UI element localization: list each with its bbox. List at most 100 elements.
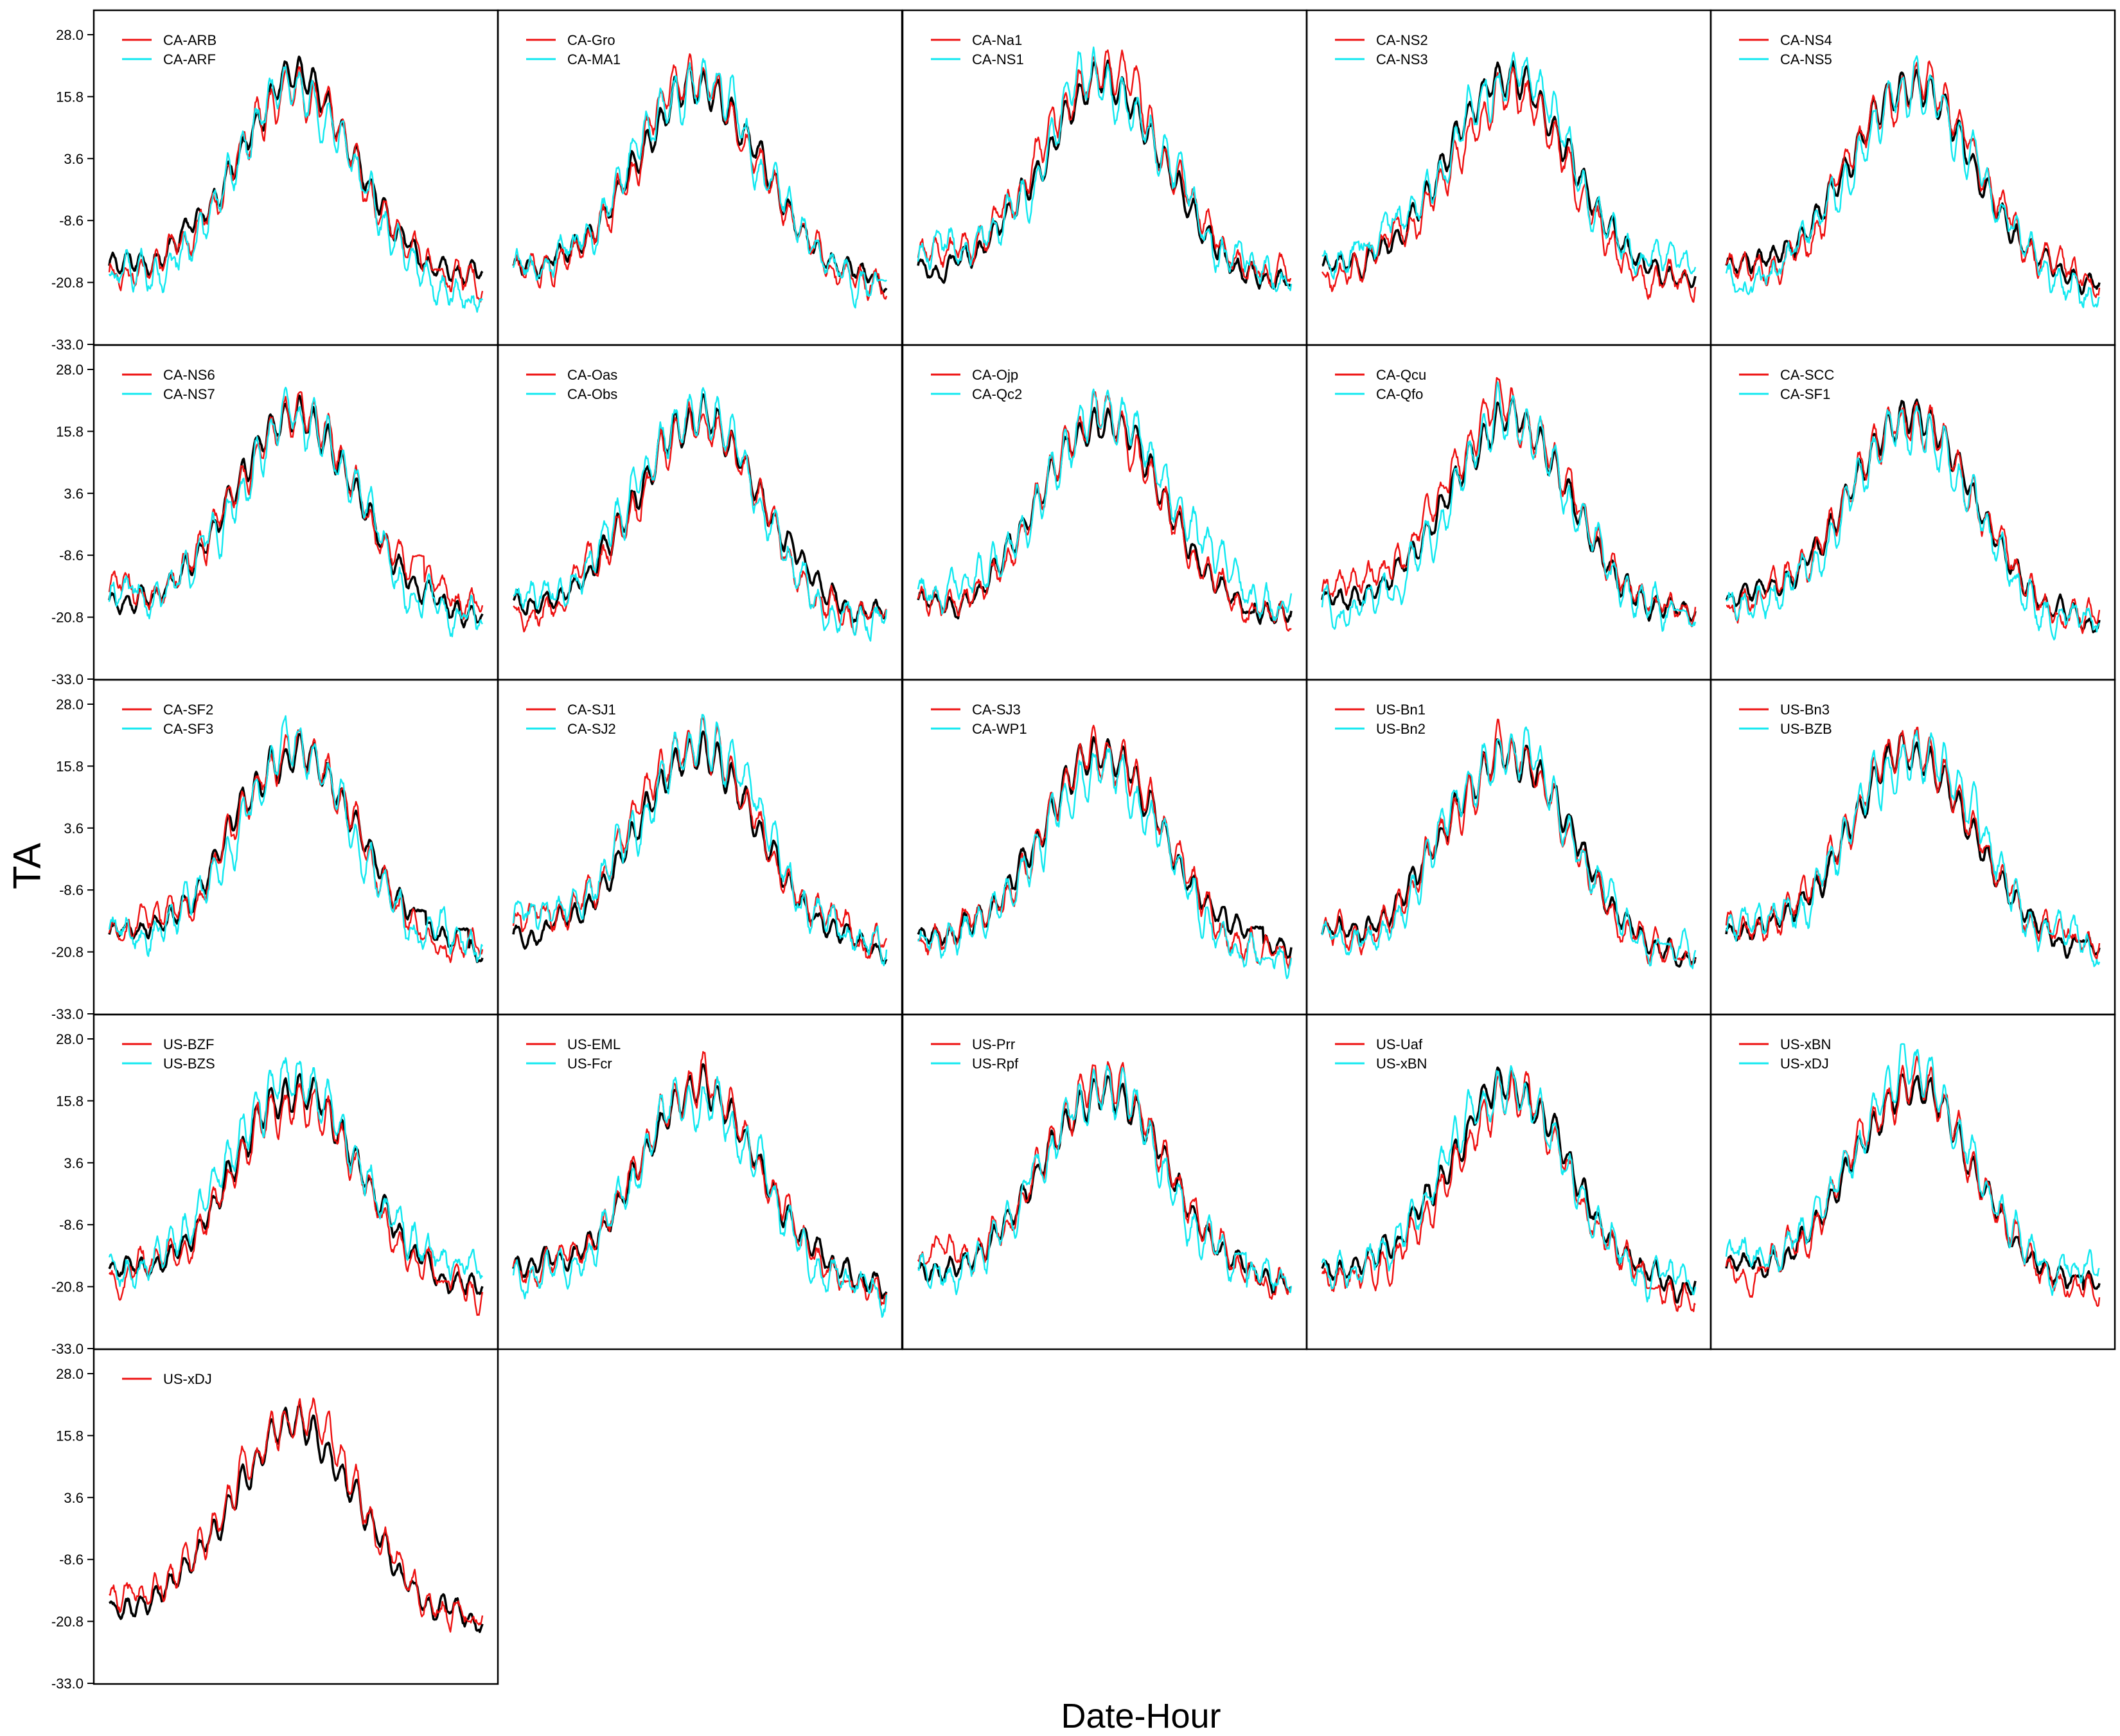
series-1-line	[109, 1083, 484, 1316]
series-1-line	[917, 1061, 1292, 1300]
reference-series-line	[512, 730, 888, 965]
reference-series-line	[108, 732, 484, 964]
panel-frame	[901, 1013, 1308, 1351]
legend-label: CA-SJ1	[567, 702, 616, 718]
reference-series-line	[917, 59, 1292, 290]
panel-15: US-Bn3 US-BZB	[1709, 678, 2116, 1016]
series-2-line	[108, 66, 483, 313]
legend-label: CA-ARF	[163, 51, 216, 67]
panel-12: CA-SJ1 CA-SJ2	[497, 678, 903, 1016]
panel-18: US-Prr US-Rpf	[901, 1013, 1308, 1351]
panel-2: CA-Gro CA-MA1	[497, 9, 903, 346]
series-2-line	[108, 386, 484, 637]
panel-14: US-Bn1 US-Bn2	[1305, 678, 1712, 1016]
legend-label: US-xBN	[1376, 1056, 1427, 1072]
legend-label: CA-NS4	[1780, 32, 1832, 48]
y-tick-label: 28.0	[56, 1031, 84, 1047]
series-2-line	[512, 1076, 888, 1318]
y-tick-label: 3.6	[64, 820, 84, 837]
y-tick-label: -8.6	[59, 213, 84, 229]
panel-frame	[1709, 344, 2116, 681]
series-1-line	[512, 1050, 888, 1306]
series-1-line	[108, 66, 484, 303]
y-tick-label: 3.6	[64, 1490, 84, 1506]
y-tick-label: -33.0	[51, 1341, 84, 1357]
panel-frame	[901, 344, 1308, 681]
y-tick-label: -8.6	[59, 1552, 84, 1568]
series-2-line	[917, 1065, 1293, 1295]
series-1-line	[1725, 1056, 2101, 1307]
legend-label: CA-MA1	[567, 51, 621, 67]
series-2-line	[917, 388, 1293, 621]
legend-label: US-xDJ	[1780, 1056, 1829, 1072]
series-2-line	[108, 715, 484, 963]
legend-label: CA-NS2	[1376, 32, 1428, 48]
panel-frame	[93, 1013, 499, 1351]
series-1-line	[1321, 376, 1697, 628]
legend-label: CA-SCC	[1780, 367, 1834, 383]
legend-label: CA-WP1	[972, 721, 1027, 737]
y-tick-label: -33.0	[51, 1676, 84, 1692]
y-tick-label: 3.6	[64, 486, 84, 502]
panel-frame	[93, 1348, 499, 1685]
series-2-line	[1726, 405, 2100, 641]
panel-frame	[93, 9, 499, 346]
legend-label: CA-NS6	[163, 367, 215, 383]
series-1-line	[917, 49, 1291, 287]
legend-label: CA-NS1	[972, 51, 1024, 67]
panel-7: CA-Oas CA-Obs	[497, 344, 903, 681]
y-tick-label: -33.0	[51, 1006, 84, 1022]
legend-label: US-xBN	[1780, 1036, 1831, 1052]
legend-label: CA-Qcu	[1376, 367, 1426, 383]
panel-13: CA-SJ3 CA-WP1	[901, 678, 1308, 1016]
y-tick-label: -20.8	[51, 1614, 84, 1630]
legend-label: CA-Na1	[972, 32, 1022, 48]
panel-frame	[1305, 344, 1712, 681]
legend-label: CA-SF3	[163, 721, 213, 737]
legend-label: CA-Qc2	[972, 386, 1022, 402]
panel-5: CA-NS4 CA-NS5	[1709, 9, 2116, 346]
y-tick-label: -20.8	[51, 610, 84, 626]
y-tick-label: -20.8	[51, 1279, 84, 1295]
y-tick-label: 3.6	[64, 151, 84, 167]
legend-label: CA-Oas	[567, 367, 617, 383]
legend-label: US-Uaf	[1376, 1036, 1423, 1052]
y-tick-label: -20.8	[51, 944, 84, 961]
panel-6: 28.0 15.8 3.6 -8.6 -20.8 -33.0 CA-NS6 CA-NS7	[51, 344, 499, 687]
panel-19: US-Uaf US-xBN	[1305, 1013, 1712, 1351]
series-1-line	[1726, 401, 2101, 634]
series-2-line	[1725, 55, 2100, 308]
y-tick-label: 15.8	[56, 1428, 84, 1444]
legend-label: US-EML	[567, 1036, 621, 1052]
panel-frame	[93, 678, 499, 1016]
legend-label: US-Bn2	[1376, 721, 1426, 737]
legend-label: CA-SJ3	[972, 702, 1021, 718]
panel-frame	[497, 344, 903, 681]
y-tick-label: -33.0	[51, 337, 84, 353]
series-2-line	[512, 58, 887, 309]
series-1-line	[109, 1397, 484, 1633]
y-tick-label: 15.8	[56, 1093, 84, 1109]
y-axis-label: TA	[5, 842, 49, 890]
legend-label: US-BZF	[163, 1036, 214, 1052]
reference-series-line	[917, 736, 1293, 959]
legend-label: CA-ARB	[163, 32, 216, 48]
panel-16: 28.0 15.8 3.6 -8.6 -20.8 -33.0 US-BZF US-BZS	[51, 1013, 499, 1357]
series-1-line	[513, 401, 887, 636]
reference-series-line	[1321, 1066, 1697, 1304]
panel-frame	[1709, 1013, 2116, 1351]
legend-label: US-BZS	[163, 1056, 215, 1072]
legend-label: CA-Ojp	[972, 367, 1018, 383]
panel-10: CA-SCC CA-SF1	[1709, 344, 2116, 681]
y-tick-label: -8.6	[59, 1217, 84, 1233]
legend-label: CA-NS5	[1780, 51, 1832, 67]
series-2-line	[1725, 729, 2101, 968]
legend-label: CA-NS7	[163, 386, 215, 402]
panel-4: CA-NS2 CA-NS3	[1305, 9, 1712, 346]
y-tick-label: -20.8	[51, 275, 84, 291]
panel-20: US-xBN US-xDJ	[1709, 1013, 2116, 1351]
panel-frame	[93, 344, 499, 681]
panel-frame	[497, 9, 903, 346]
legend-label: CA-Obs	[567, 386, 617, 402]
